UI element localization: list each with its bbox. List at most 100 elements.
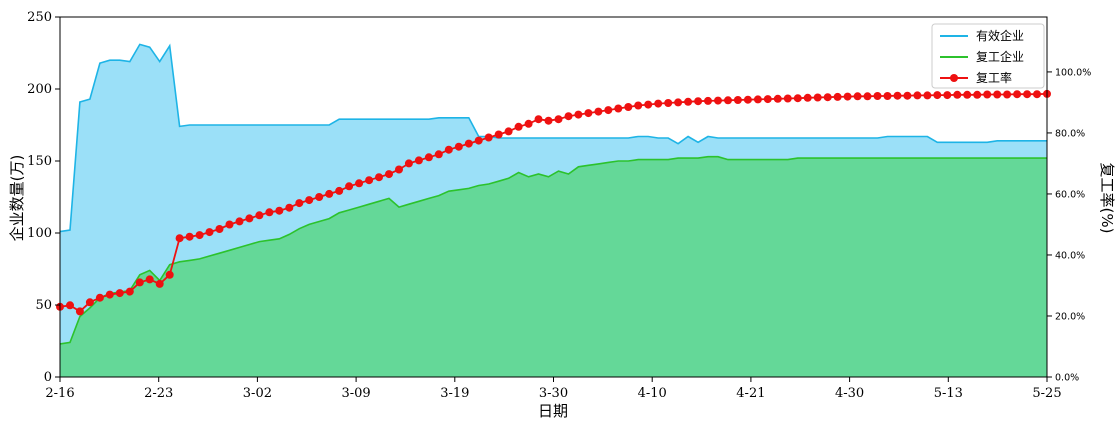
rate-point	[365, 176, 374, 185]
effective-line	[59, 43, 1047, 233]
rate-point	[135, 278, 144, 287]
rate-point	[624, 103, 633, 111]
y2-tick-label: 80.0%	[1055, 128, 1085, 139]
rate-point	[664, 99, 673, 107]
rate-point	[434, 150, 443, 159]
rate-point	[454, 142, 463, 151]
rate-point	[265, 208, 274, 217]
rate-point	[674, 98, 683, 107]
x-tick-label: 3-09	[341, 386, 370, 401]
rate-point	[255, 211, 264, 220]
y2-axis-label: 复工率(%)	[1098, 163, 1116, 234]
rate-point	[554, 115, 563, 124]
y-tick-label: 50	[35, 298, 52, 313]
rate-point	[773, 94, 782, 103]
rate-point	[524, 119, 533, 128]
rate-point	[155, 279, 164, 288]
rate-point	[724, 96, 732, 105]
y-axis-label: 企业数量(万)	[8, 155, 26, 242]
rate-point	[275, 206, 284, 215]
x-tick-label: 5-13	[934, 386, 963, 401]
rate-point	[494, 130, 503, 139]
rate-point	[684, 97, 693, 106]
rate-point	[644, 100, 653, 109]
rate-point	[973, 90, 982, 99]
axes: 0 50 100 150 200 250 0.0% 20.0% 40.0% 60.0% 80.0% 1…	[27, 10, 1091, 401]
legend-frame	[931, 23, 1045, 89]
rate-point	[783, 94, 792, 103]
rate-point	[75, 307, 84, 316]
rate-point	[564, 112, 573, 121]
rate-point	[584, 109, 593, 118]
rate-point	[295, 199, 304, 208]
rate-point	[1003, 90, 1012, 99]
rate-point	[883, 92, 892, 100]
rate-point	[125, 287, 134, 296]
rate-point	[105, 290, 114, 299]
x-tick-label: 3-19	[440, 386, 469, 401]
rate-point	[963, 90, 972, 99]
rate-line	[59, 93, 1048, 313]
rate-point	[743, 95, 752, 104]
rate-point	[903, 91, 912, 100]
rate-point	[245, 214, 254, 223]
rate-point	[325, 189, 334, 198]
rate-point	[395, 165, 403, 174]
rate-point	[195, 231, 204, 240]
x-tick-label: 5-25	[1032, 386, 1061, 401]
x-tick-label: 2-16	[45, 386, 74, 401]
rate-point	[604, 106, 613, 115]
rate-point	[355, 179, 364, 188]
x-tick-label: 3-02	[243, 386, 272, 401]
rate-point	[66, 301, 74, 310]
y-tick-label: 200	[27, 82, 52, 97]
rate-point	[375, 173, 383, 182]
y-tick-label: 150	[27, 154, 52, 169]
y2-tick-label: 40.0%	[1055, 250, 1085, 261]
rate-point	[993, 90, 1002, 99]
rate-point	[913, 91, 922, 100]
rate-point	[933, 91, 942, 100]
rate-point	[235, 217, 244, 226]
rate-point	[803, 93, 812, 102]
rate-point	[544, 116, 553, 125]
rate-point	[893, 91, 902, 100]
x-tick-label: 4-30	[835, 386, 864, 401]
rate-point	[983, 90, 992, 99]
rate-point	[185, 232, 194, 241]
rate-point	[733, 96, 742, 104]
rate-point	[813, 93, 822, 102]
rate-point	[115, 289, 124, 298]
rate-point	[833, 92, 842, 101]
rate-point	[315, 193, 324, 201]
rate-point	[793, 94, 802, 103]
y-tick-label: 250	[27, 10, 52, 25]
rate-point	[285, 203, 294, 212]
rate-point	[484, 133, 493, 142]
plot-area	[56, 43, 1051, 378]
x-tick-label: 3-30	[539, 386, 568, 401]
rate-point	[943, 91, 952, 100]
rate-point	[404, 159, 413, 168]
rate-point	[753, 95, 762, 104]
y2-tick-label: 60.0%	[1055, 189, 1085, 200]
resumed-line	[59, 155, 1047, 345]
rate-point	[335, 186, 344, 195]
legend-label-effective: 有效企业	[976, 28, 1024, 43]
rate-point	[763, 95, 772, 104]
rate-point	[863, 92, 872, 101]
rate-point	[85, 298, 94, 307]
rate-point	[654, 99, 663, 108]
legend-label-rate: 复工率	[976, 70, 1012, 85]
rate-point	[145, 275, 154, 284]
x-tick-label: 4-10	[638, 386, 667, 401]
rate-point	[634, 101, 643, 110]
x-tick-label: 2-23	[144, 386, 173, 401]
rate-point	[1013, 90, 1022, 99]
rate-point	[385, 170, 393, 179]
rate-point	[215, 225, 224, 233]
resumed-area	[60, 156, 1047, 377]
legend-label-resumed: 复工企业	[976, 49, 1024, 64]
rate-point	[305, 196, 314, 205]
y-tick-label: 0	[44, 370, 52, 385]
